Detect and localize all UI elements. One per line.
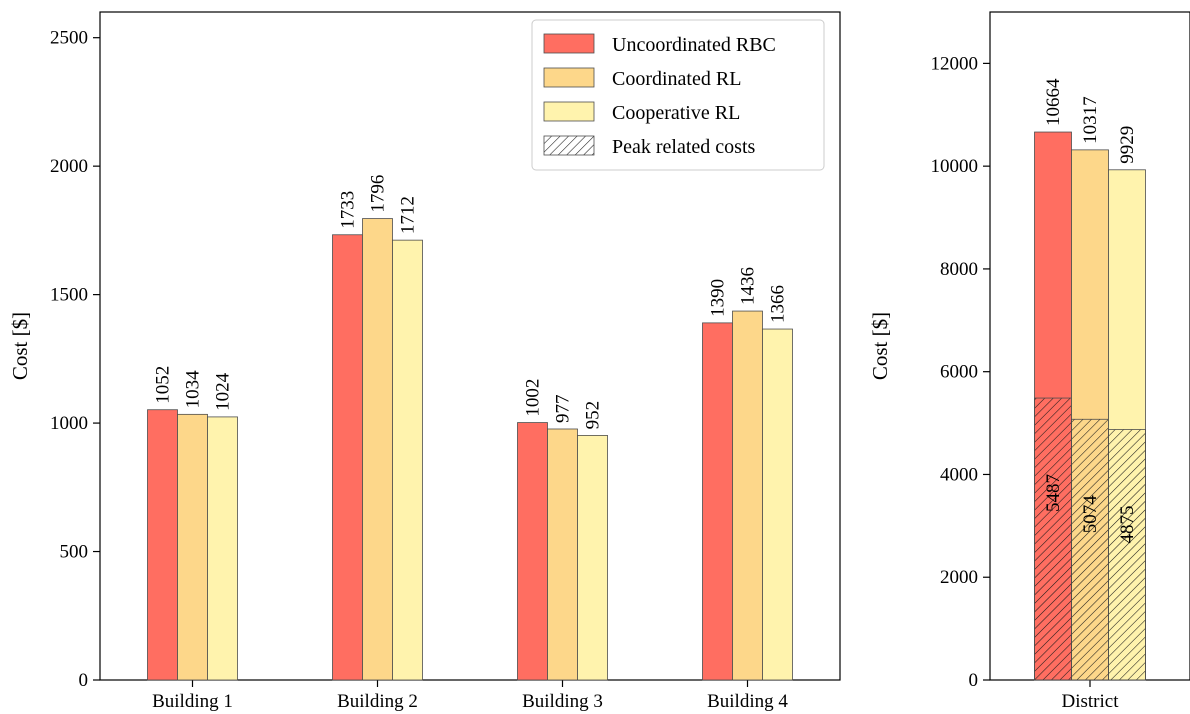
- bar-coordinated-rl: [178, 414, 208, 680]
- data-label-coordinated-rl: 10317: [1080, 96, 1101, 144]
- data-label-uncoordinated-rbc: 1052: [153, 366, 174, 404]
- y-tick-label: 12000: [931, 53, 979, 74]
- y-tick-label: 8000: [940, 259, 978, 280]
- x-tick-label: Building 1: [152, 691, 233, 712]
- data-label-uncoordinated-rbc: 1733: [338, 191, 359, 229]
- bar-coordinated-rl: [733, 311, 763, 680]
- y-tick-label: 500: [60, 542, 89, 563]
- legend-swatch-coordinated-rl: [544, 68, 594, 87]
- y-tick-label: 2500: [50, 28, 88, 49]
- y-tick-label: 10000: [931, 156, 979, 177]
- peak-bar-coordinated-rl: [1072, 419, 1109, 680]
- bar-coordinated-rl: [363, 219, 393, 680]
- bar-cooperative-rl: [763, 329, 793, 680]
- y-tick-label: 0: [79, 670, 89, 691]
- y-tick-label: 1500: [50, 285, 88, 306]
- bar-uncoordinated-rbc: [333, 235, 363, 680]
- data-label-uncoordinated-rbc: 10664: [1043, 78, 1064, 126]
- data-label-coordinated-rl: 1034: [183, 370, 204, 409]
- y-tick-label: 0: [969, 670, 979, 691]
- legend-swatch-peak-related-costs: [544, 136, 594, 155]
- bar-uncoordinated-rbc: [148, 410, 178, 680]
- bar-coordinated-rl: [548, 429, 578, 680]
- y-tick-label: 2000: [50, 156, 88, 177]
- x-tick-label: District: [1062, 691, 1120, 712]
- data-label-cooperative-rl: 1366: [768, 285, 789, 323]
- x-tick-label: Building 3: [522, 691, 603, 712]
- x-tick-label: Building 4: [707, 691, 788, 712]
- data-label-cooperative-rl: 952: [583, 401, 604, 430]
- bar-cooperative-rl: [393, 240, 423, 680]
- bar-cooperative-rl: [208, 417, 238, 680]
- data-label-cooperative-rl: 9929: [1117, 126, 1138, 164]
- y-tick-label: 6000: [940, 362, 978, 383]
- data-label-cooperative-rl: 1024: [213, 372, 234, 411]
- district-cost-panel: 0 2000 4000 6000 8000 10000 12000 Cost [$] Distr…: [868, 12, 1190, 712]
- legend-swatch-cooperative-rl: [544, 102, 594, 121]
- legend-label-coordinated-rl: Coordinated RL: [612, 68, 741, 90]
- peak-bar-uncoordinated-rbc: [1035, 398, 1072, 680]
- legend-swatch-uncoordinated-rbc: [544, 34, 594, 53]
- data-label-cooperative-rl: 1712: [398, 196, 419, 234]
- data-label-uncoordinated-rbc: 1002: [523, 379, 544, 417]
- legend-label-cooperative-rl: Cooperative RL: [612, 102, 740, 124]
- peak-label-cooperative-rl: 4875: [1117, 506, 1138, 544]
- x-tick-label: Building 2: [337, 691, 418, 712]
- legend: Uncoordinated RBC Coordinated RL Coopera…: [532, 20, 824, 170]
- peak-label-uncoordinated-rbc: 5487: [1043, 474, 1064, 512]
- data-label-coordinated-rl: 977: [553, 394, 574, 423]
- data-label-coordinated-rl: 1796: [368, 175, 389, 213]
- peak-label-coordinated-rl: 5074: [1080, 495, 1101, 534]
- bar-cooperative-rl: [578, 435, 608, 680]
- y-tick-label: 2000: [940, 567, 978, 588]
- peak-bar-cooperative-rl: [1109, 430, 1146, 681]
- bar-uncoordinated-rbc: [518, 423, 548, 680]
- data-label-uncoordinated-rbc: 1390: [708, 279, 729, 317]
- y-axis-label: Cost [$]: [8, 312, 32, 380]
- y-tick-label: 4000: [940, 464, 978, 485]
- y-axis-label: Cost [$]: [868, 312, 892, 380]
- legend-label-uncoordinated-rbc: Uncoordinated RBC: [612, 34, 776, 56]
- legend-label-peak-related-costs: Peak related costs: [612, 136, 755, 158]
- bar-uncoordinated-rbc: [703, 323, 733, 680]
- y-tick-label: 1000: [50, 413, 88, 434]
- data-label-coordinated-rl: 1436: [738, 267, 759, 305]
